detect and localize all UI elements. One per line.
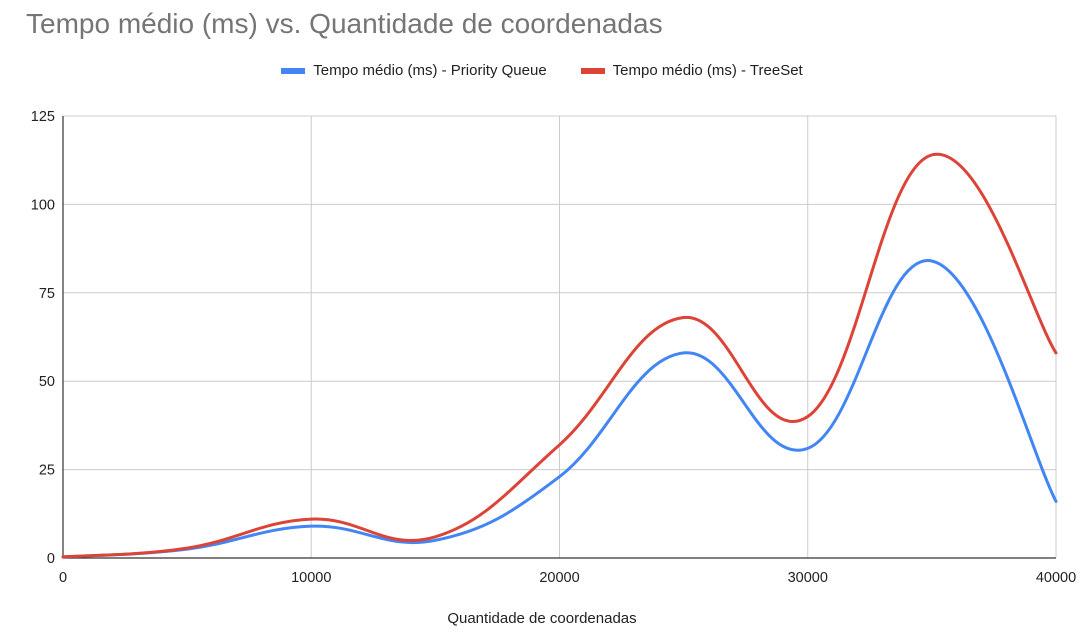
legend-label-treeset: Tempo médio (ms) - TreeSet [612, 62, 803, 79]
x-tick-label: 40000 [1036, 570, 1076, 586]
legend-item-treeset[interactable]: Tempo médio (ms) - TreeSet [580, 62, 803, 79]
legend-item-priority-queue[interactable]: Tempo médio (ms) - Priority Queue [281, 62, 547, 79]
legend-label-priority-queue: Tempo médio (ms) - Priority Queue [313, 62, 547, 79]
y-tick-label: 100 [31, 197, 55, 213]
series-line-priority-queue[interactable] [61, 259, 1058, 559]
y-tick-label: 25 [39, 463, 55, 479]
legend-swatch-priority-queue [281, 67, 306, 74]
x-tick-label: 0 [59, 570, 67, 586]
legend-swatch-treeset [580, 67, 605, 74]
x-tick-label: 10000 [291, 570, 331, 586]
x-tick-label: 20000 [539, 570, 579, 586]
series-line-treeset[interactable] [61, 152, 1058, 559]
chart-title: Tempo médio (ms) vs. Quantidade de coord… [26, 8, 663, 39]
y-tick-label: 0 [47, 551, 55, 567]
x-tick-label: 30000 [788, 570, 828, 586]
y-tick-label: 50 [39, 374, 55, 390]
x-axis-label: Quantidade de coordenadas [447, 610, 637, 627]
legend: Tempo médio (ms) - Priority Queue Tempo … [0, 62, 1084, 79]
y-tick-label: 75 [39, 286, 55, 302]
y-tick-label: 125 [31, 109, 55, 125]
